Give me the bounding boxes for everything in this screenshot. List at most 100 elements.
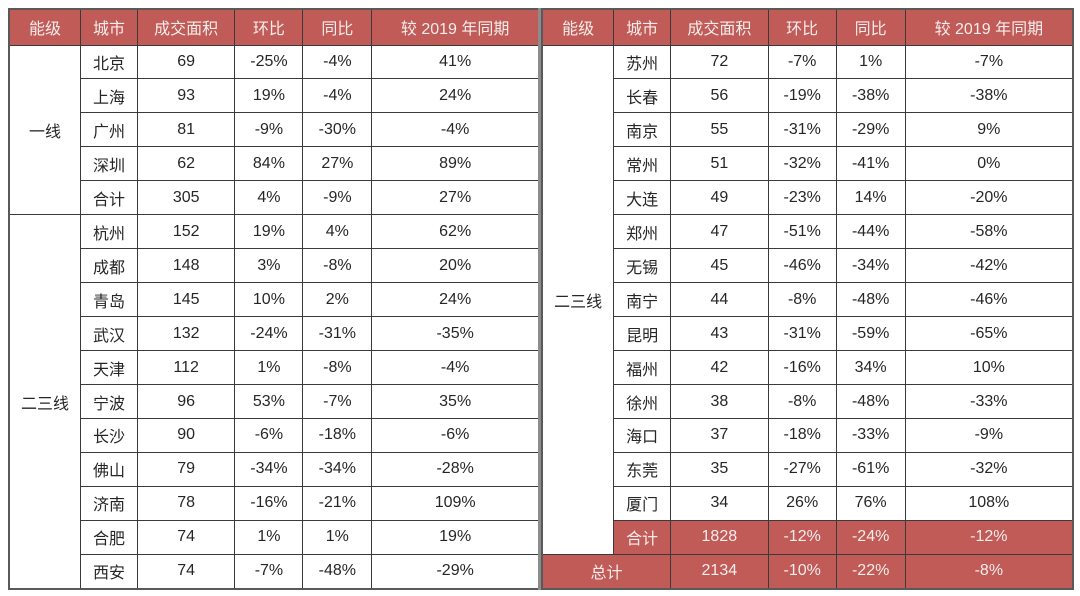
vs2019-cell: 0%: [904, 146, 1074, 182]
mom-cell: -51%: [767, 214, 837, 250]
header-tier: 能级: [541, 8, 615, 46]
vs2019-cell: -29%: [371, 553, 540, 590]
vs2019-cell: 27%: [371, 180, 540, 216]
area-cell: 55: [669, 112, 769, 148]
city-cell: 长沙: [80, 417, 138, 453]
city-cell: 宁波: [80, 384, 138, 419]
city-cell: 徐州: [613, 384, 671, 419]
yoy-cell: -29%: [835, 112, 906, 148]
table-row: 佛山 79 -34% -34% -28%: [9, 451, 540, 487]
area-cell: 44: [669, 282, 769, 318]
area-cell: 1828: [669, 519, 769, 555]
yoy-cell: -7%: [302, 384, 373, 419]
vs2019-cell: -4%: [371, 350, 540, 386]
mom-cell: 1%: [234, 519, 304, 555]
area-cell: 79: [136, 451, 236, 487]
yoy-cell: -38%: [835, 78, 906, 114]
city-cell: 天津: [80, 350, 138, 386]
city-cell: 大连: [613, 180, 671, 216]
table-row: 宁波 96 53% -7% 35%: [9, 384, 540, 419]
table-row: 厦门 34 26% 76% 108%: [542, 485, 1074, 521]
vs2019-cell: -28%: [371, 451, 540, 487]
yoy-cell: -9%: [302, 180, 373, 216]
city-cell: 常州: [613, 146, 671, 182]
mom-cell: 1%: [234, 350, 304, 386]
vs2019-cell: 24%: [371, 78, 540, 114]
vs2019-cell: -38%: [904, 78, 1074, 114]
mom-cell: 10%: [234, 282, 304, 318]
vs2019-cell: 108%: [904, 485, 1074, 521]
vs2019-cell: 20%: [371, 248, 540, 284]
area-cell: 51: [669, 146, 769, 182]
transaction-table-page: 能级 城市 成交面积 环比 同比 较 2019 年同期 一线 北京 69 -25% -4…: [8, 8, 1074, 590]
right-table-header: 能级 城市 成交面积 环比 同比 较 2019 年同期: [541, 8, 1074, 46]
yoy-cell: -48%: [302, 553, 373, 590]
mom-cell: 19%: [234, 78, 304, 114]
vs2019-cell: 19%: [371, 519, 540, 555]
vs2019-cell: 35%: [371, 384, 540, 419]
city-cell: 南京: [613, 112, 671, 148]
area-cell: 112: [136, 350, 236, 386]
yoy-cell: -4%: [302, 44, 373, 80]
vs2019-cell: -33%: [904, 384, 1074, 419]
yoy-cell: -44%: [835, 214, 906, 250]
yoy-cell: 27%: [302, 146, 373, 182]
yoy-cell: 1%: [835, 44, 906, 80]
mom-cell: 26%: [767, 485, 837, 521]
city-cell: 深圳: [80, 146, 138, 182]
area-cell: 148: [136, 248, 236, 284]
mom-cell: -46%: [767, 248, 837, 284]
yoy-cell: -59%: [835, 316, 906, 352]
area-cell: 78: [136, 485, 236, 521]
yoy-cell: 4%: [302, 214, 373, 250]
area-cell: 56: [669, 78, 769, 114]
header-mom: 环比: [234, 8, 304, 46]
yoy-cell: -22%: [835, 553, 906, 590]
header-city: 城市: [613, 8, 671, 46]
city-cell: 厦门: [613, 485, 671, 521]
area-cell: 37: [669, 417, 769, 453]
vs2019-cell: -4%: [371, 112, 540, 148]
header-area: 成交面积: [669, 8, 769, 46]
mom-cell: -25%: [234, 44, 304, 80]
mom-cell: -7%: [767, 44, 837, 80]
mom-cell: 4%: [234, 180, 304, 216]
vs2019-cell: -9%: [904, 417, 1074, 453]
vs2019-cell: -32%: [904, 451, 1074, 487]
left-table: 能级 城市 成交面积 环比 同比 较 2019 年同期 一线 北京 69 -25% -4…: [8, 8, 541, 590]
area-cell: 43: [669, 316, 769, 352]
tier-cell: 一线: [8, 44, 82, 216]
vs2019-cell: -6%: [371, 417, 540, 453]
table-row: 海口 37 -18% -33% -9%: [542, 417, 1074, 453]
yoy-cell: -34%: [835, 248, 906, 284]
table-row: 长春 56 -19% -38% -38%: [542, 78, 1074, 114]
mom-cell: -8%: [767, 282, 837, 318]
mom-cell: -7%: [234, 553, 304, 590]
area-cell: 49: [669, 180, 769, 216]
city-cell: 东莞: [613, 451, 671, 487]
table-row: 合计 1828 -12% -24% -12%: [542, 519, 1074, 555]
table-row: 成都 148 3% -8% 20%: [9, 248, 540, 284]
mom-cell: -19%: [767, 78, 837, 114]
vs2019-cell: -58%: [904, 214, 1074, 250]
yoy-cell: -41%: [835, 146, 906, 182]
area-cell: 45: [669, 248, 769, 284]
area-cell: 47: [669, 214, 769, 250]
yoy-cell: -8%: [302, 248, 373, 284]
city-cell: 南宁: [613, 282, 671, 318]
yoy-cell: 14%: [835, 180, 906, 216]
area-cell: 74: [136, 553, 236, 590]
table-row: 二三线 杭州 152 19% 4% 62%: [8, 214, 540, 590]
vs2019-cell: 9%: [904, 112, 1074, 148]
header-vs-2019: 较 2019 年同期: [904, 8, 1074, 46]
total-row: 总计 2134 -10% -22% -8%: [541, 553, 1074, 590]
vs2019-cell: 89%: [371, 146, 540, 182]
left-table-body: 一线 北京 69 -25% -4% 41% 上海 93 19% -4% 24% 广州 81 -9% -30%…: [8, 44, 540, 590]
area-cell: 90: [136, 417, 236, 453]
mom-cell: 53%: [234, 384, 304, 419]
table-row: 南宁 44 -8% -48% -46%: [542, 282, 1074, 318]
table-row: 徐州 38 -8% -48% -33%: [542, 384, 1074, 419]
table-row: 二三线 苏州 72 -7% 1% -7%: [541, 44, 1074, 555]
area-cell: 93: [136, 78, 236, 114]
city-cell: 佛山: [80, 451, 138, 487]
